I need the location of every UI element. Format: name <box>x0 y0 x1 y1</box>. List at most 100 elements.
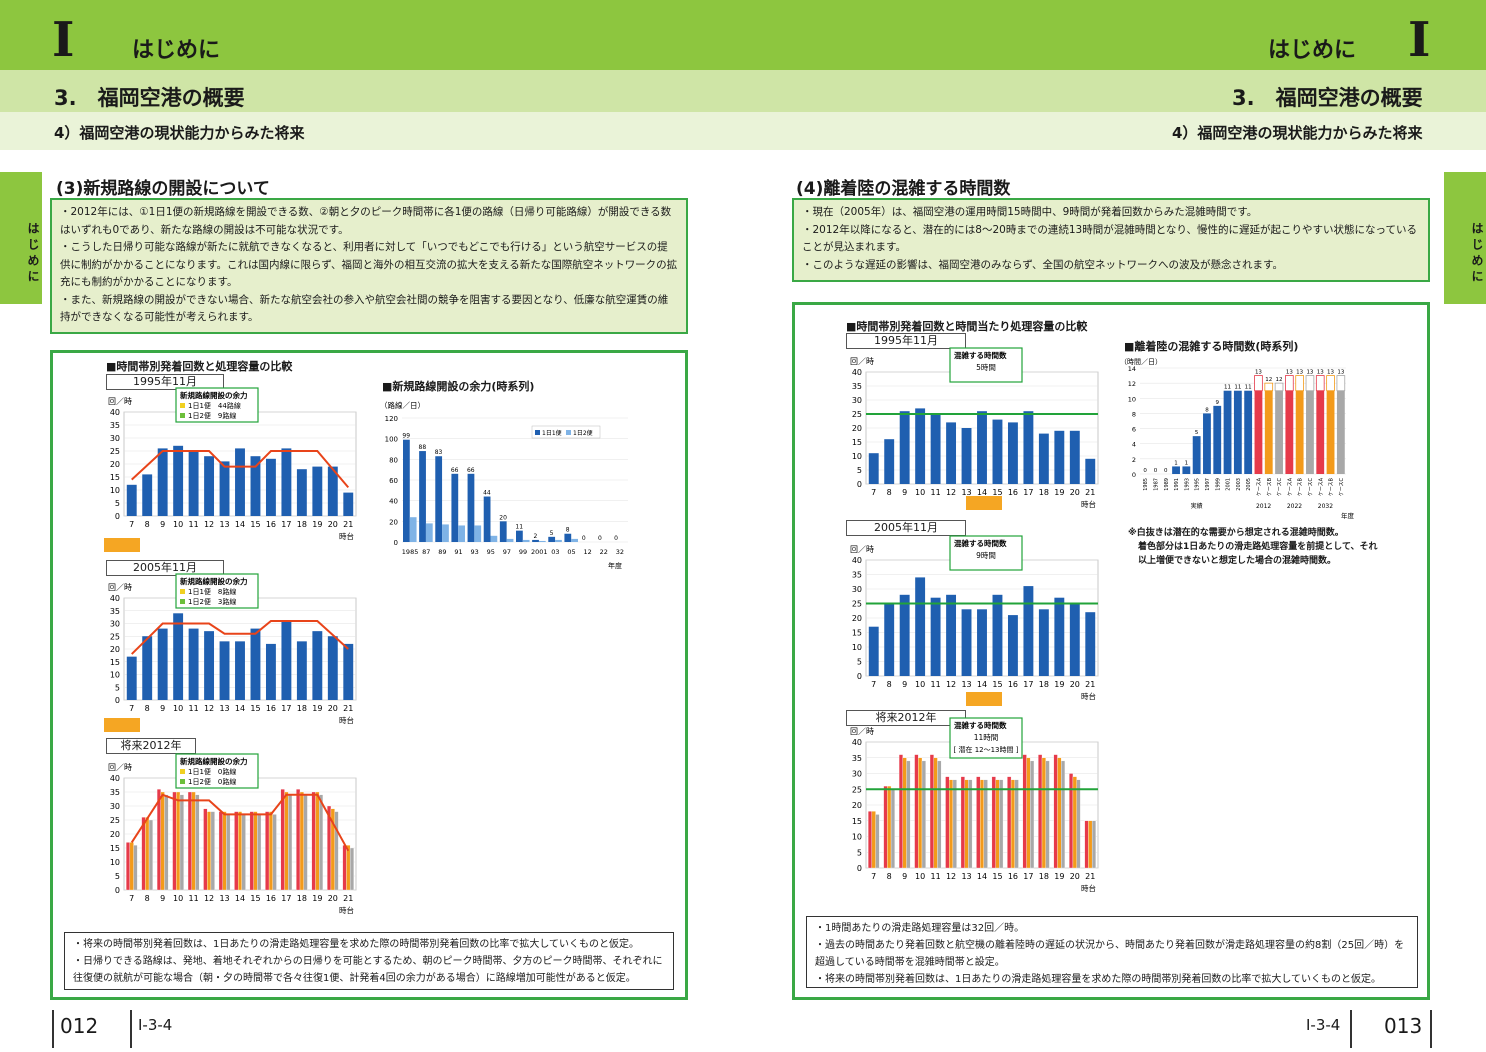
bar <box>945 776 950 869</box>
x-tick-label: 15 <box>250 704 260 713</box>
x-tick-label: 87 <box>422 548 430 556</box>
bar <box>977 411 987 484</box>
data-label: 11 <box>1245 385 1252 391</box>
bar <box>1192 436 1201 474</box>
bar <box>126 842 131 891</box>
y-tick-label: 35 <box>110 421 120 430</box>
right-heading: (4)離着陸の混雑する時間数 <box>796 179 1011 199</box>
data-label: 66 <box>451 467 459 474</box>
bar <box>1254 390 1263 474</box>
section-band <box>0 70 1486 112</box>
bar <box>349 847 354 891</box>
bar <box>222 811 227 891</box>
arrow-down-icon <box>966 692 1002 706</box>
bar <box>968 779 973 869</box>
y-tick-label: 35 <box>110 788 120 797</box>
inset-row: 1日2便 9路線 <box>188 411 236 420</box>
capacity-line <box>131 450 350 489</box>
x-tick-label: 7 <box>871 680 876 689</box>
y-tick-label: 15 <box>852 629 862 638</box>
data-label: 66 <box>467 467 475 474</box>
bar <box>564 533 572 542</box>
bar <box>979 779 985 869</box>
side-tab-right[interactable]: はじめに <box>1444 172 1486 304</box>
x-axis-label: 時台 <box>339 531 354 541</box>
bar <box>930 597 941 676</box>
ts-note-line: ※白抜きは潜在的な需要から想定される混雑時間数。 <box>1128 528 1344 538</box>
y-axis-label: 回／時 <box>850 357 874 366</box>
x-tick-label: 16 <box>1008 488 1018 497</box>
x-tick-label: 12 <box>204 704 214 713</box>
inset-box <box>175 387 259 423</box>
y-tick-label: 20 <box>852 424 862 433</box>
bar <box>490 535 498 542</box>
bar <box>188 628 199 700</box>
note: ・過去の時間あたり発着回数と航空機の離着陸時の遅延の状況から、時間あたり発着回数… <box>815 940 1405 968</box>
bar <box>207 811 212 891</box>
data-label: 0 <box>1154 468 1158 474</box>
data-label: 0 <box>1164 468 1168 474</box>
x-tick-label: 8 <box>145 704 150 713</box>
right-fig-title: ■時間帯別発着回数と時間当たり処理容量の比較 <box>846 320 1088 333</box>
inset-title: 新規路線開設の余力 <box>180 576 248 586</box>
x-tick-label: 20 <box>328 894 338 903</box>
x-tick-label: 18 <box>1039 872 1049 881</box>
bar <box>281 620 292 700</box>
inset-title: 新規路線開設の余力 <box>180 756 248 766</box>
bar <box>1030 760 1035 869</box>
bar-potential <box>1336 375 1346 392</box>
x-tick-label: 1995 <box>1195 478 1201 491</box>
bar <box>187 791 192 891</box>
bar <box>327 466 338 516</box>
x-tick-label: 18 <box>297 894 307 903</box>
bar <box>311 791 316 891</box>
bar <box>1023 586 1034 676</box>
chapter-title-left: はじめに <box>132 38 221 63</box>
bullet: ・2012年には、①1日1便の新規路線を開設できる数、②朝と夕のピーク時間帯に各… <box>60 206 672 236</box>
bar <box>442 524 449 542</box>
bar <box>992 419 1003 484</box>
data-label: 0 <box>582 535 586 542</box>
x-tick-label: 10 <box>173 520 183 529</box>
group-label: 実績 <box>1191 502 1203 510</box>
bar <box>868 626 879 676</box>
chart-right-2005: 0 5 10 15 20 25 30 35 40 回／時 7 8 9 10 11 12 13 14 15 16 17 18… <box>850 535 1099 701</box>
bar <box>126 484 137 516</box>
bar <box>914 754 919 869</box>
bar <box>157 628 168 700</box>
y-tick-label: 35 <box>110 607 120 616</box>
data-label: 13 <box>1255 370 1262 376</box>
data-label: 13 <box>1337 370 1344 376</box>
x-tick-label: 15 <box>992 680 1002 689</box>
bar <box>915 577 926 676</box>
bar <box>284 791 289 891</box>
bar <box>902 757 907 869</box>
x-tick-label: 15 <box>992 488 1002 497</box>
y-tick-label: 5 <box>857 466 862 475</box>
x-tick-label: 18 <box>1039 680 1049 689</box>
x-tick-label: 21 <box>343 520 353 529</box>
bar <box>145 817 150 891</box>
bar <box>253 811 258 891</box>
bar <box>1038 433 1049 484</box>
bar <box>483 496 491 542</box>
inset-box <box>949 347 1023 383</box>
inset-value: 11時間 <box>974 733 999 742</box>
bar <box>868 811 873 869</box>
bar <box>1007 422 1018 484</box>
data-label: 11 <box>1224 385 1231 391</box>
y-tick-label: 6 <box>1132 426 1136 434</box>
chart-right-timeseries: （時間／日）0246810121401985019870198911991119… <box>1120 358 1355 520</box>
bar <box>195 794 200 891</box>
page-number-left: 012 <box>60 1014 99 1038</box>
side-tab-left[interactable]: はじめに <box>0 172 42 304</box>
y-tick-label: 80 <box>389 456 398 464</box>
subsection-band <box>0 112 1486 150</box>
x-tick-label: 20 <box>328 704 338 713</box>
y-tick-label: 40 <box>389 498 398 506</box>
x-tick-label: 8 <box>887 872 892 881</box>
x-tick-label: 10 <box>173 704 183 713</box>
x-tick-label: 89 <box>438 548 446 556</box>
data-label: 0 <box>1143 468 1147 474</box>
bar <box>890 789 895 869</box>
